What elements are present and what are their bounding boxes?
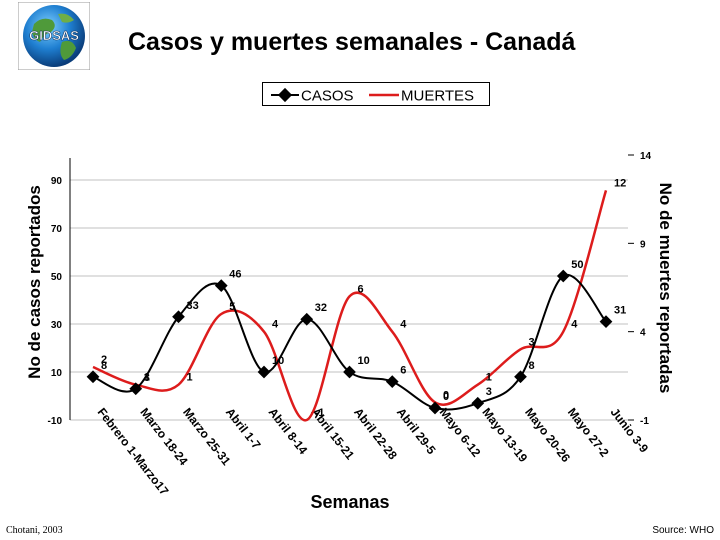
casos-point-1 bbox=[129, 382, 143, 396]
muertes-data-label-0: 2 bbox=[101, 354, 107, 366]
chart-title: Casos y muertes semanales - Canadá bbox=[128, 28, 576, 56]
muertes-data-label-1: 1 bbox=[144, 372, 150, 384]
muertes-data-label-5: -1 bbox=[315, 407, 325, 419]
muertes-data-label-4: 4 bbox=[272, 319, 279, 331]
casos-data-label-0: 8 bbox=[101, 360, 107, 372]
x-tick-label-11: Mayo 27-2 bbox=[565, 405, 612, 460]
casos-point-8 bbox=[428, 401, 442, 415]
x-tick-label-12: Junio 3-9 bbox=[608, 405, 652, 455]
y2-tick-label-2: 9 bbox=[640, 239, 646, 250]
casos-point-9 bbox=[471, 396, 485, 410]
legend-svg: CASOS MUERTES bbox=[271, 87, 474, 105]
muertes-data-label-6: 6 bbox=[358, 283, 364, 295]
y2-tick-label-3: 14 bbox=[640, 151, 652, 162]
casos-data-label-4: 10 bbox=[272, 355, 284, 367]
muertes-data-label-9: 1 bbox=[486, 372, 492, 384]
legend: CASOS MUERTES bbox=[262, 82, 490, 106]
muertes-data-label-3: 5 bbox=[229, 301, 235, 313]
legend-casos-marker bbox=[277, 87, 293, 103]
y-tick-label-4: 70 bbox=[51, 224, 63, 235]
muertes-data-label-8: 0 bbox=[443, 389, 449, 401]
x-tick-label-7: Abril 29-5 bbox=[394, 405, 439, 457]
y2-axis-title: No de muertes reportadas bbox=[656, 183, 675, 394]
x-axis-title: Semanas bbox=[310, 492, 389, 512]
casos-data-label-10: 8 bbox=[529, 360, 535, 372]
casos-point-3 bbox=[214, 279, 228, 292]
y-tick-label-2: 30 bbox=[51, 320, 63, 331]
muertes-data-label-10: 3 bbox=[529, 336, 535, 348]
casos-data-label-12: 31 bbox=[614, 305, 626, 317]
casos-data-label-2: 33 bbox=[187, 300, 199, 312]
casos-data-label-8: 0 bbox=[443, 391, 449, 403]
casos-data-label-7: 6 bbox=[400, 365, 406, 377]
x-tick-label-8: Mayo 6-12 bbox=[437, 405, 484, 460]
y2-tick-label-1: 4 bbox=[640, 328, 646, 339]
casos-point-7 bbox=[385, 375, 399, 388]
y-tick-label-3: 50 bbox=[51, 272, 63, 283]
x-tick-label-3: Abril 1-7 bbox=[223, 405, 264, 452]
casos-point-4 bbox=[257, 365, 271, 379]
casos-point-12 bbox=[599, 315, 613, 328]
casos-data-label-6: 10 bbox=[358, 355, 370, 367]
legend-muertes-label: MUERTES bbox=[401, 88, 474, 105]
y2-tick-label-0: -1 bbox=[640, 416, 649, 427]
casos-data-label-3: 46 bbox=[229, 269, 241, 281]
credit-text: Chotani, 2003 bbox=[6, 525, 63, 536]
y-tick-label-1: 10 bbox=[51, 368, 63, 379]
muertes-data-label-2: 1 bbox=[187, 372, 193, 384]
casos-data-label-11: 50 bbox=[571, 259, 583, 271]
casos-point-6 bbox=[343, 365, 356, 379]
source-text: Source: WHO bbox=[652, 525, 714, 536]
casos-point-5 bbox=[300, 312, 314, 326]
muertes-data-label-11: 4 bbox=[571, 319, 578, 331]
casos-data-label-5: 32 bbox=[315, 302, 327, 314]
casos-point-0 bbox=[86, 370, 100, 384]
casos-data-label-9: 3 bbox=[486, 386, 492, 398]
y-tick-label-5: 90 bbox=[51, 176, 63, 187]
y-tick-label-0: -10 bbox=[48, 416, 63, 427]
gidsas-logo: GIDSAS bbox=[18, 2, 90, 70]
logo-text: GIDSAS bbox=[29, 28, 79, 43]
series-muertes-line bbox=[92, 189, 608, 422]
casos-data-label-1: 3 bbox=[144, 372, 150, 384]
muertes-data-label-7: 4 bbox=[400, 319, 407, 331]
legend-casos-label: CASOS bbox=[301, 88, 354, 105]
x-tick-label-4: Abril 8-14 bbox=[266, 405, 311, 457]
muertes-data-label-12: 12 bbox=[614, 177, 626, 189]
x-tick-label-6: Abril 22-28 bbox=[351, 405, 400, 462]
casos-point-2 bbox=[172, 310, 185, 324]
y-axis-title: No de casos reportados bbox=[25, 185, 44, 379]
